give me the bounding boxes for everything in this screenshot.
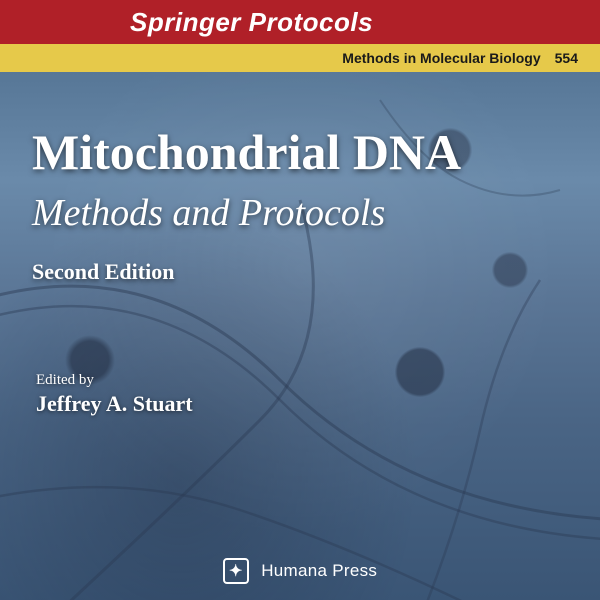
subtitle: Methods and Protocols	[32, 191, 568, 235]
brand-label: Springer Protocols	[130, 7, 373, 38]
title-block: Mitochondrial DNA Methods and Protocols …	[32, 126, 568, 285]
edition-label: Second Edition	[32, 259, 568, 285]
editor-name: Jeffrey A. Stuart	[36, 391, 193, 417]
brand-band: Springer Protocols	[0, 0, 600, 44]
series-volume: 554	[555, 50, 578, 66]
publisher-logo-icon: ✦	[223, 558, 249, 584]
edited-by-label: Edited by	[36, 372, 193, 389]
main-title: Mitochondrial DNA	[32, 126, 568, 179]
series-name: Methods in Molecular Biology	[342, 50, 540, 66]
series-band: Methods in Molecular Biology 554	[0, 44, 600, 72]
publisher-block: ✦ Humana Press	[0, 558, 600, 584]
book-cover: Springer Protocols Methods in Molecular …	[0, 0, 600, 600]
background-curves	[0, 0, 600, 600]
editor-block: Edited by Jeffrey A. Stuart	[36, 372, 193, 417]
publisher-name: Humana Press	[261, 561, 377, 580]
